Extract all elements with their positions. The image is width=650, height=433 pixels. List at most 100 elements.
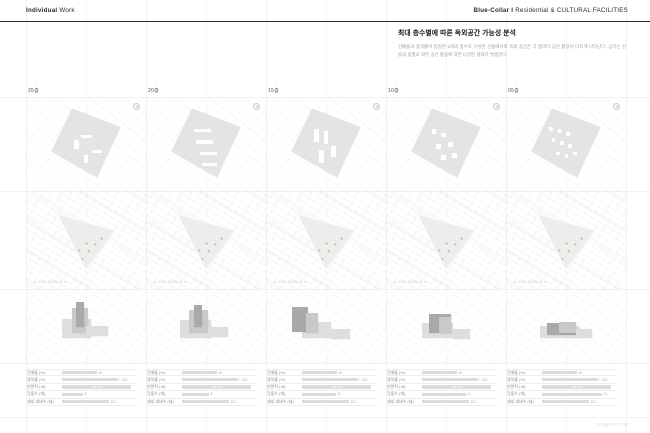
table-row: 용적률 (%) 1,280 — [26, 376, 137, 384]
metric-bar-wrap: 68,400 — [182, 385, 257, 389]
site-plan-drawing — [266, 97, 386, 191]
table-row: 용적률 (%) 1,280 — [506, 376, 617, 384]
metric-value: 320 — [590, 399, 596, 404]
axonometric-context-drawing: 0 10 20 30 40 50 m — [266, 191, 386, 289]
metric-bar — [302, 371, 337, 375]
table-row: 세대 세대수 (세) 320 — [146, 399, 257, 406]
table-row: 건물수 (개) 8 — [146, 391, 257, 399]
metric-bar — [422, 392, 466, 397]
scale-bar-label: 0 10 20 30 40 50 m — [394, 280, 427, 284]
metric-bar-wrap: 22 — [542, 392, 617, 397]
table-row: 연면적 (㎡) 68,400 — [266, 384, 377, 392]
massing-model-drawing — [506, 289, 626, 363]
header-left-bold: Individual — [26, 7, 58, 14]
analysis-column: 15층 0 10 20 30 40 50 m — [266, 86, 386, 416]
metric-bar — [302, 385, 371, 389]
compass-icon — [613, 103, 620, 110]
metric-bar-wrap: 48 — [302, 371, 377, 375]
metric-bar — [62, 400, 109, 404]
metric-value: 68,400 — [572, 384, 583, 389]
table-row: 세대 세대수 (세) 320 — [266, 399, 377, 406]
massing-model-drawing — [26, 289, 146, 363]
compass-icon — [133, 103, 140, 110]
metric-value: 1,280 — [119, 377, 128, 382]
metric-bar-wrap: 48 — [542, 370, 617, 375]
metric-label: 용적률 (%) — [27, 376, 46, 382]
table-row: 연면적 (㎡) 68,400 — [386, 383, 497, 392]
metric-bar — [422, 371, 457, 375]
metric-label: 용적률 (%) — [387, 376, 406, 382]
metric-bar — [182, 385, 251, 389]
metrics-table: 건폐율 (%) 48 용적률 (%) 1,280 연면적 (㎡) 68,400 — [146, 369, 266, 406]
metric-bar — [62, 371, 97, 375]
metric-bar-wrap: 1,280 — [302, 378, 377, 382]
page-number: Page 04 / 08 — [598, 422, 628, 427]
metric-label: 용적률 (%) — [507, 376, 526, 382]
metric-label: 세대 세대수 (세) — [387, 398, 414, 404]
metric-bar-wrap: 68,400 — [542, 384, 617, 389]
metric-value: 48 — [98, 370, 102, 375]
metric-value: 320 — [350, 399, 356, 404]
metric-bar — [542, 371, 577, 375]
metric-bar — [422, 377, 478, 382]
analysis-column: 10층 0 10 20 30 40 50 m — [386, 86, 506, 416]
metric-bar — [542, 392, 602, 397]
metric-bar-wrap: 320 — [422, 399, 497, 404]
metric-value: 22 — [603, 392, 608, 397]
massing-model-drawing — [386, 289, 506, 363]
metric-bar-wrap: 14 — [422, 392, 497, 397]
metric-label: 건물수 (개) — [147, 391, 166, 397]
table-row: 용적률 (%) 1,280 — [146, 376, 257, 384]
metric-label: 세대 세대수 (세) — [27, 398, 54, 404]
metrics-table: 건폐율 (%) 48 용적률 (%) 1,280 연면적 (㎡) 68,400 — [386, 369, 506, 406]
metric-bar — [542, 377, 598, 382]
table-row: 건폐율 (%) 48 — [26, 369, 137, 377]
metric-bar — [62, 385, 131, 389]
metric-bar-wrap: 320 — [182, 400, 257, 404]
scale-bar-label: 0 10 20 30 40 50 m — [154, 280, 187, 284]
metric-bar-wrap: 320 — [302, 399, 377, 404]
table-row: 용적률 (%) 1,280 — [266, 376, 377, 384]
scale-bar-label: 0 10 20 30 40 50 m — [514, 280, 547, 284]
metric-value: 1,280 — [599, 377, 608, 382]
metric-value: 320 — [470, 399, 476, 404]
metric-bar — [542, 385, 611, 389]
metric-bar — [182, 377, 238, 382]
header-left: Individual Work — [26, 7, 75, 14]
metric-value: 1,280 — [239, 377, 248, 382]
column-label-floors: 25층 — [28, 88, 40, 94]
metrics-table: 건폐율 (%) 48 용적률 (%) 1,280 연면적 (㎡) 68,400 — [266, 369, 386, 406]
metrics-table: 건폐율 (%) 48 용적률 (%) 1,280 연면적 (㎡) 68,400 — [506, 369, 626, 406]
metric-label: 연면적 (㎡) — [387, 383, 406, 389]
site-plan-drawing — [26, 97, 146, 191]
table-row: 용적률 (%) 1,280 — [386, 376, 497, 384]
metric-bar — [182, 400, 229, 404]
metric-label: 건물수 (개) — [267, 391, 286, 397]
scale-bar-label: 0 10 20 30 40 50 m — [274, 280, 307, 284]
metric-label: 건물수 (개) — [507, 391, 526, 397]
table-row: 연면적 (㎡) 68,400 — [506, 383, 617, 392]
site-plan-drawing — [506, 97, 626, 191]
table-row: 세대 세대수 (세) 320 — [26, 399, 137, 406]
metric-value: 10 — [337, 392, 341, 397]
metric-bar-wrap: 6 — [62, 392, 137, 396]
metric-value: 48 — [458, 370, 462, 375]
metric-bar — [182, 371, 217, 375]
title-block: 최대 층수별에 따른 옥외공간 가능성 분석 건폐율과 용적률이 동일한 5개의… — [398, 30, 626, 59]
header-right-bold: Blue-Collar I — [473, 7, 514, 14]
metric-label: 연면적 (㎡) — [147, 383, 166, 389]
column-label-floors: 05층 — [508, 88, 520, 94]
metric-bar — [182, 392, 209, 397]
metric-label: 연면적 (㎡) — [507, 383, 526, 389]
metric-bar-wrap: 320 — [62, 400, 137, 404]
metric-bar-wrap: 1,280 — [542, 377, 617, 382]
axonometric-context-drawing: 0 10 20 30 40 50 m — [506, 191, 626, 289]
metrics-table: 건폐율 (%) 48 용적률 (%) 1,280 연면적 (㎡) 68,400 — [26, 369, 146, 406]
metric-bar — [302, 400, 349, 404]
metric-value: 48 — [578, 370, 582, 375]
metric-bar — [62, 377, 118, 382]
scale-bar-label: 0 10 20 30 40 50 m — [34, 280, 67, 284]
metric-bar — [542, 400, 589, 404]
metric-label: 건물수 (개) — [387, 391, 406, 397]
metric-bar — [422, 385, 491, 389]
